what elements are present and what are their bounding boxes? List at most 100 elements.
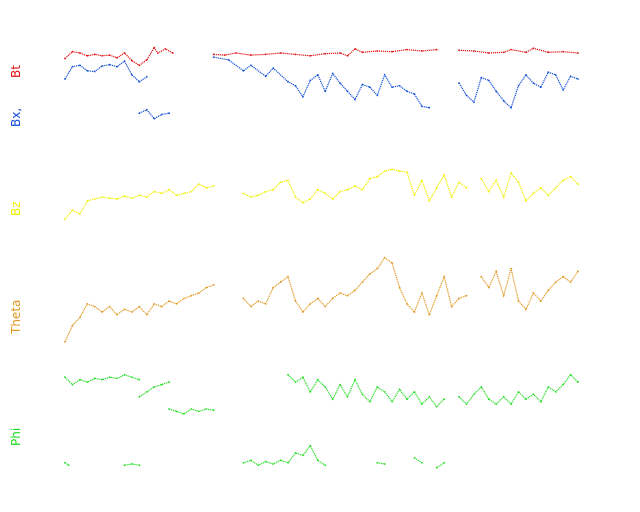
series-bz (64, 168, 579, 221)
data-point (539, 400, 542, 403)
data-point (93, 377, 96, 380)
data-point (435, 466, 438, 469)
data-point (428, 313, 431, 316)
data-point (346, 54, 349, 57)
data-point (525, 200, 527, 202)
data-point (116, 65, 118, 68)
data-point (525, 308, 527, 311)
data-point (465, 187, 468, 189)
data-point (487, 398, 490, 401)
data-point (510, 48, 512, 51)
data-point (413, 391, 416, 393)
data-point (79, 378, 81, 381)
data-point (346, 90, 349, 93)
data-point (391, 86, 393, 89)
data-point (346, 395, 349, 398)
data-point (569, 75, 572, 78)
data-point (302, 311, 304, 313)
data-point (272, 286, 275, 289)
data-point (168, 381, 171, 383)
data-point (324, 52, 327, 55)
data-point (502, 294, 505, 297)
data-point (316, 297, 319, 300)
data-point (93, 53, 96, 56)
data-point (480, 76, 483, 79)
data-point (361, 393, 364, 396)
data-point (257, 300, 260, 302)
data-point (108, 197, 111, 200)
data-point (264, 303, 267, 305)
data-point (160, 113, 163, 116)
data-point (354, 98, 356, 101)
data-point (339, 82, 341, 84)
data-point (473, 101, 475, 104)
data-point (316, 378, 319, 381)
series-bx (64, 56, 579, 120)
data-point (145, 76, 148, 78)
data-point (101, 196, 104, 199)
data-point (324, 386, 327, 388)
data-point (398, 170, 401, 173)
data-point (562, 89, 564, 91)
data-point (279, 459, 282, 462)
data-point (86, 381, 89, 383)
data-point (175, 303, 178, 305)
data-point (272, 463, 275, 465)
data-point (339, 52, 341, 54)
data-point (131, 376, 133, 379)
data-point (287, 80, 289, 83)
data-point (532, 292, 535, 294)
data-point (577, 183, 579, 186)
data-point (316, 74, 319, 76)
data-point (257, 464, 260, 467)
data-point (309, 391, 312, 393)
data-point (250, 64, 252, 67)
data-point (123, 52, 126, 54)
series-bt-segment (64, 46, 174, 67)
data-point (175, 194, 178, 197)
data-point (153, 386, 156, 388)
data-point (71, 383, 74, 386)
data-point (272, 67, 275, 69)
series-phi-segment (243, 444, 326, 466)
axis-label-phi: Phi (9, 428, 23, 446)
data-point (435, 405, 438, 408)
data-point (168, 300, 171, 302)
data-point (547, 51, 550, 54)
data-point (71, 324, 74, 327)
data-point (539, 86, 542, 89)
data-point (443, 461, 446, 464)
data-point (487, 190, 490, 193)
data-point (138, 112, 141, 115)
data-point (502, 395, 505, 398)
data-point (406, 303, 408, 305)
data-point (428, 106, 431, 109)
data-point (391, 168, 393, 171)
data-point (398, 388, 401, 391)
data-point (145, 59, 148, 61)
data-point (160, 305, 163, 308)
data-point (354, 289, 356, 292)
data-point (309, 79, 312, 82)
data-point (465, 294, 468, 297)
data-point (108, 63, 111, 66)
data-point (569, 373, 572, 376)
data-point (131, 197, 133, 200)
data-point (138, 64, 141, 67)
data-point (145, 196, 148, 199)
series-bt (64, 46, 579, 67)
data-point (93, 305, 96, 308)
data-point (86, 303, 89, 305)
data-point (157, 52, 159, 54)
data-point (294, 196, 297, 199)
data-point (413, 457, 416, 459)
data-point (562, 383, 564, 386)
data-point (223, 54, 226, 56)
data-point (294, 53, 297, 56)
data-point (458, 49, 460, 52)
data-point (562, 50, 564, 53)
data-point (93, 198, 96, 200)
data-point (450, 196, 453, 199)
data-point (331, 198, 334, 200)
